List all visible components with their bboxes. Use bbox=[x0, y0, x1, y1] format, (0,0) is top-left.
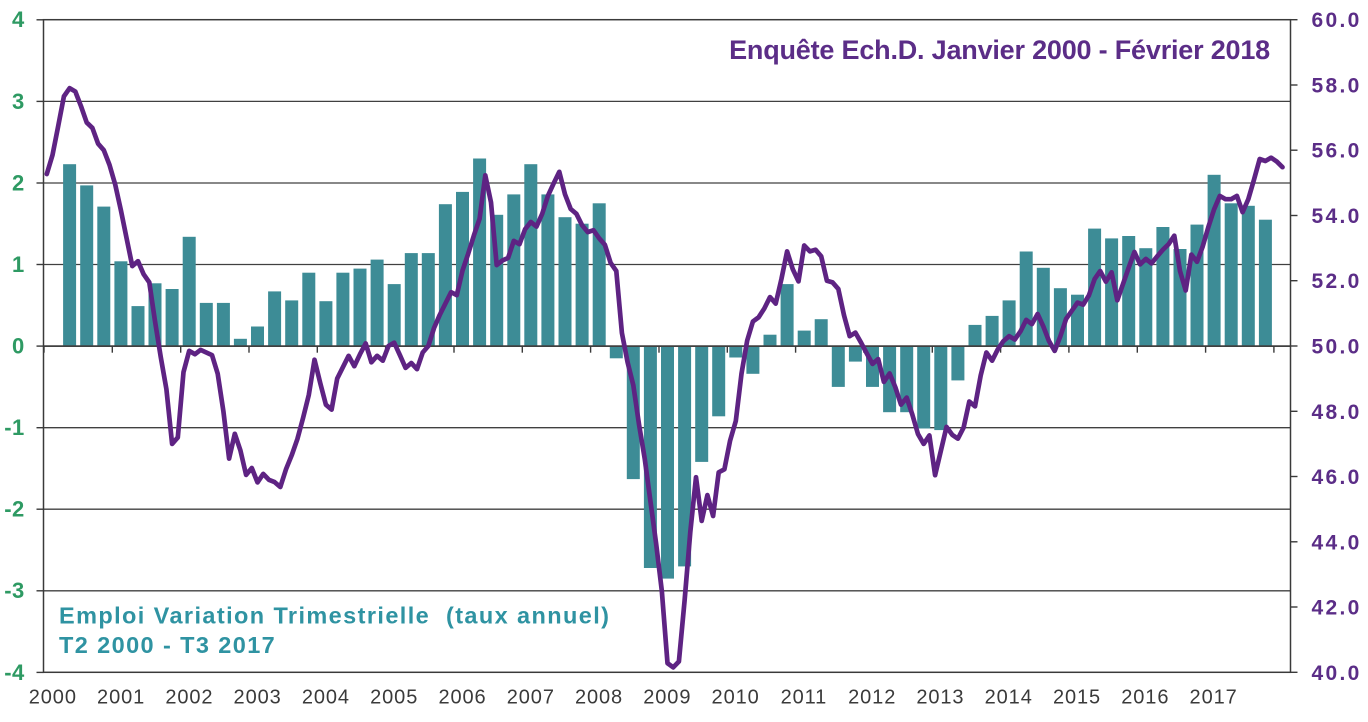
svg-text:2010: 2010 bbox=[712, 687, 760, 709]
svg-text:44.0: 44.0 bbox=[1312, 531, 1362, 554]
svg-text:2008: 2008 bbox=[575, 687, 623, 709]
svg-text:3: 3 bbox=[12, 89, 25, 114]
svg-text:2016: 2016 bbox=[1121, 687, 1169, 709]
svg-text:-4: -4 bbox=[4, 660, 25, 685]
svg-text:50.0: 50.0 bbox=[1312, 336, 1362, 359]
svg-text:Emploi Variation Trimestrielle: Emploi Variation Trimestrielle (taux ann… bbox=[59, 603, 610, 629]
svg-text:2012: 2012 bbox=[848, 687, 896, 709]
svg-text:2011: 2011 bbox=[781, 687, 828, 709]
svg-text:48.0: 48.0 bbox=[1312, 401, 1362, 424]
svg-text:2001: 2001 bbox=[97, 687, 145, 709]
svg-text:2014: 2014 bbox=[985, 687, 1033, 709]
svg-text:4: 4 bbox=[12, 7, 25, 32]
svg-text:54.0: 54.0 bbox=[1312, 205, 1362, 228]
svg-text:2006: 2006 bbox=[438, 687, 486, 709]
svg-text:2004: 2004 bbox=[302, 687, 350, 709]
svg-text:2003: 2003 bbox=[234, 687, 282, 709]
svg-text:-3: -3 bbox=[4, 578, 25, 603]
svg-text:46.0: 46.0 bbox=[1312, 466, 1362, 489]
svg-text:2000: 2000 bbox=[29, 687, 77, 709]
svg-text:2007: 2007 bbox=[507, 687, 555, 709]
svg-text:56.0: 56.0 bbox=[1312, 140, 1362, 163]
svg-text:40.0: 40.0 bbox=[1312, 662, 1362, 685]
svg-text:2005: 2005 bbox=[370, 687, 418, 709]
svg-text:42.0: 42.0 bbox=[1312, 597, 1362, 620]
svg-text:0: 0 bbox=[12, 334, 25, 359]
svg-text:2015: 2015 bbox=[1053, 687, 1101, 709]
svg-text:1: 1 bbox=[12, 252, 25, 277]
svg-text:-1: -1 bbox=[4, 415, 25, 440]
svg-text:-2: -2 bbox=[4, 497, 25, 522]
svg-text:2013: 2013 bbox=[916, 687, 964, 709]
svg-text:T2 2000 - T3 2017: T2 2000 - T3 2017 bbox=[59, 632, 276, 658]
svg-text:2: 2 bbox=[12, 170, 25, 195]
svg-text:60.0: 60.0 bbox=[1312, 9, 1362, 32]
svg-text:2002: 2002 bbox=[165, 687, 213, 709]
svg-text:2017: 2017 bbox=[1190, 687, 1238, 709]
svg-text:Enquête Ech.D. Janvier 2000 -: Enquête Ech.D. Janvier 2000 - Février 20… bbox=[729, 35, 1270, 65]
svg-text:58.0: 58.0 bbox=[1312, 75, 1362, 98]
svg-text:2009: 2009 bbox=[643, 687, 691, 709]
svg-text:52.0: 52.0 bbox=[1312, 270, 1362, 293]
